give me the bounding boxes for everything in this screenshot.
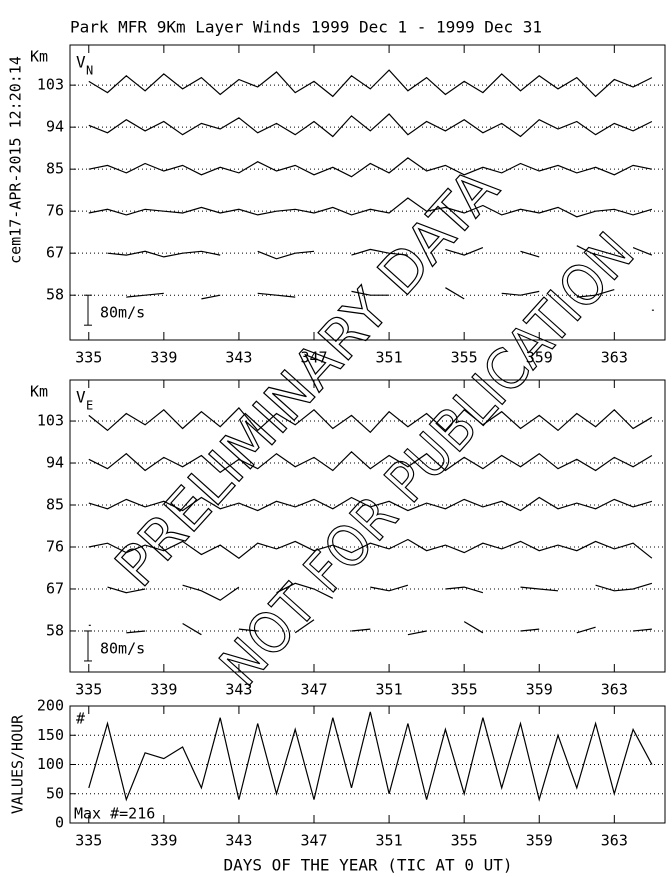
trace xyxy=(88,197,653,218)
trace xyxy=(88,157,653,178)
y-axis-label: Km xyxy=(30,48,48,66)
panel-label-sub: E xyxy=(86,399,93,413)
y-tick-label: 103 xyxy=(37,76,64,94)
trace xyxy=(107,582,653,601)
x-tick-label: 355 xyxy=(451,681,478,699)
y-tick-label: 58 xyxy=(46,286,64,304)
stamp: cem17-APR-2015 12:20:14 xyxy=(7,56,25,264)
trace xyxy=(88,496,653,512)
trace xyxy=(107,245,653,260)
x-tick-label: 359 xyxy=(526,832,553,850)
annotation: Max #=216 xyxy=(74,805,155,823)
x-tick-label: 339 xyxy=(150,681,177,699)
x-tick-label: 351 xyxy=(376,681,403,699)
x-tick-label: 343 xyxy=(225,349,252,367)
watermark: PRELIMINARY DATA xyxy=(103,156,511,599)
x-tick-label: 347 xyxy=(300,681,327,699)
x-tick-label: 363 xyxy=(601,349,628,367)
y-tick-label: 58 xyxy=(46,621,64,639)
trace xyxy=(88,69,653,98)
plot-frame xyxy=(69,379,666,673)
y-tick-label: 67 xyxy=(46,244,64,262)
y-tick-label: 76 xyxy=(46,537,64,555)
x-tick-label: 347 xyxy=(300,349,327,367)
y-tick-label: 100 xyxy=(37,755,64,773)
y-tick-label: 103 xyxy=(37,412,64,430)
x-tick-label: 339 xyxy=(150,349,177,367)
annotation: # xyxy=(76,710,85,728)
panel-label: V xyxy=(76,388,86,407)
x-tick-label: 363 xyxy=(601,832,628,850)
trace xyxy=(126,287,654,311)
x-tick-label: 351 xyxy=(376,832,403,850)
plot-frame xyxy=(69,44,666,341)
x-tick-label: 335 xyxy=(75,832,102,850)
trace xyxy=(88,619,652,636)
x-tick-label: 339 xyxy=(150,832,177,850)
x-tick-label: 343 xyxy=(225,832,252,850)
y-tick-label: 67 xyxy=(46,579,64,597)
y-axis-label: Km xyxy=(30,383,48,401)
x-tick-label: 363 xyxy=(601,681,628,699)
x-tick-label: 359 xyxy=(526,349,553,367)
panel-label: V xyxy=(76,53,86,72)
x-tick-label: 335 xyxy=(75,681,102,699)
trace xyxy=(88,450,653,474)
panel-label-sub: N xyxy=(86,64,93,78)
x-tick-label: 343 xyxy=(225,681,252,699)
y-tick-label: 200 xyxy=(37,697,64,715)
x-tick-label: 347 xyxy=(300,832,327,850)
y-tick-label: 150 xyxy=(37,726,64,744)
y-tick-label: 94 xyxy=(46,454,64,472)
x-axis-label: DAYS OF THE YEAR (TIC AT 0 UT) xyxy=(224,856,513,875)
y-tick-label: 94 xyxy=(46,118,64,136)
y-tick-label: 50 xyxy=(46,784,64,802)
y-axis-label: VALUES/HOUR xyxy=(9,714,27,814)
y-tick-label: 85 xyxy=(46,160,64,178)
x-tick-label: 355 xyxy=(451,349,478,367)
trace xyxy=(88,538,653,559)
trace xyxy=(88,113,653,138)
x-tick-label: 359 xyxy=(526,681,553,699)
chart-title: Park MFR 9Km Layer Winds 1999 Dec 1 - 19… xyxy=(70,18,542,37)
x-tick-label: 335 xyxy=(75,349,102,367)
y-tick-label: 76 xyxy=(46,202,64,220)
scale-label: 80m/s xyxy=(100,639,145,657)
x-tick-label: 355 xyxy=(451,832,478,850)
scale-label: 80m/s xyxy=(100,304,145,322)
x-tick-label: 351 xyxy=(376,349,403,367)
y-tick-label: 85 xyxy=(46,496,64,514)
trace xyxy=(88,407,653,434)
trace xyxy=(88,711,653,802)
y-tick-label: 0 xyxy=(55,814,64,832)
